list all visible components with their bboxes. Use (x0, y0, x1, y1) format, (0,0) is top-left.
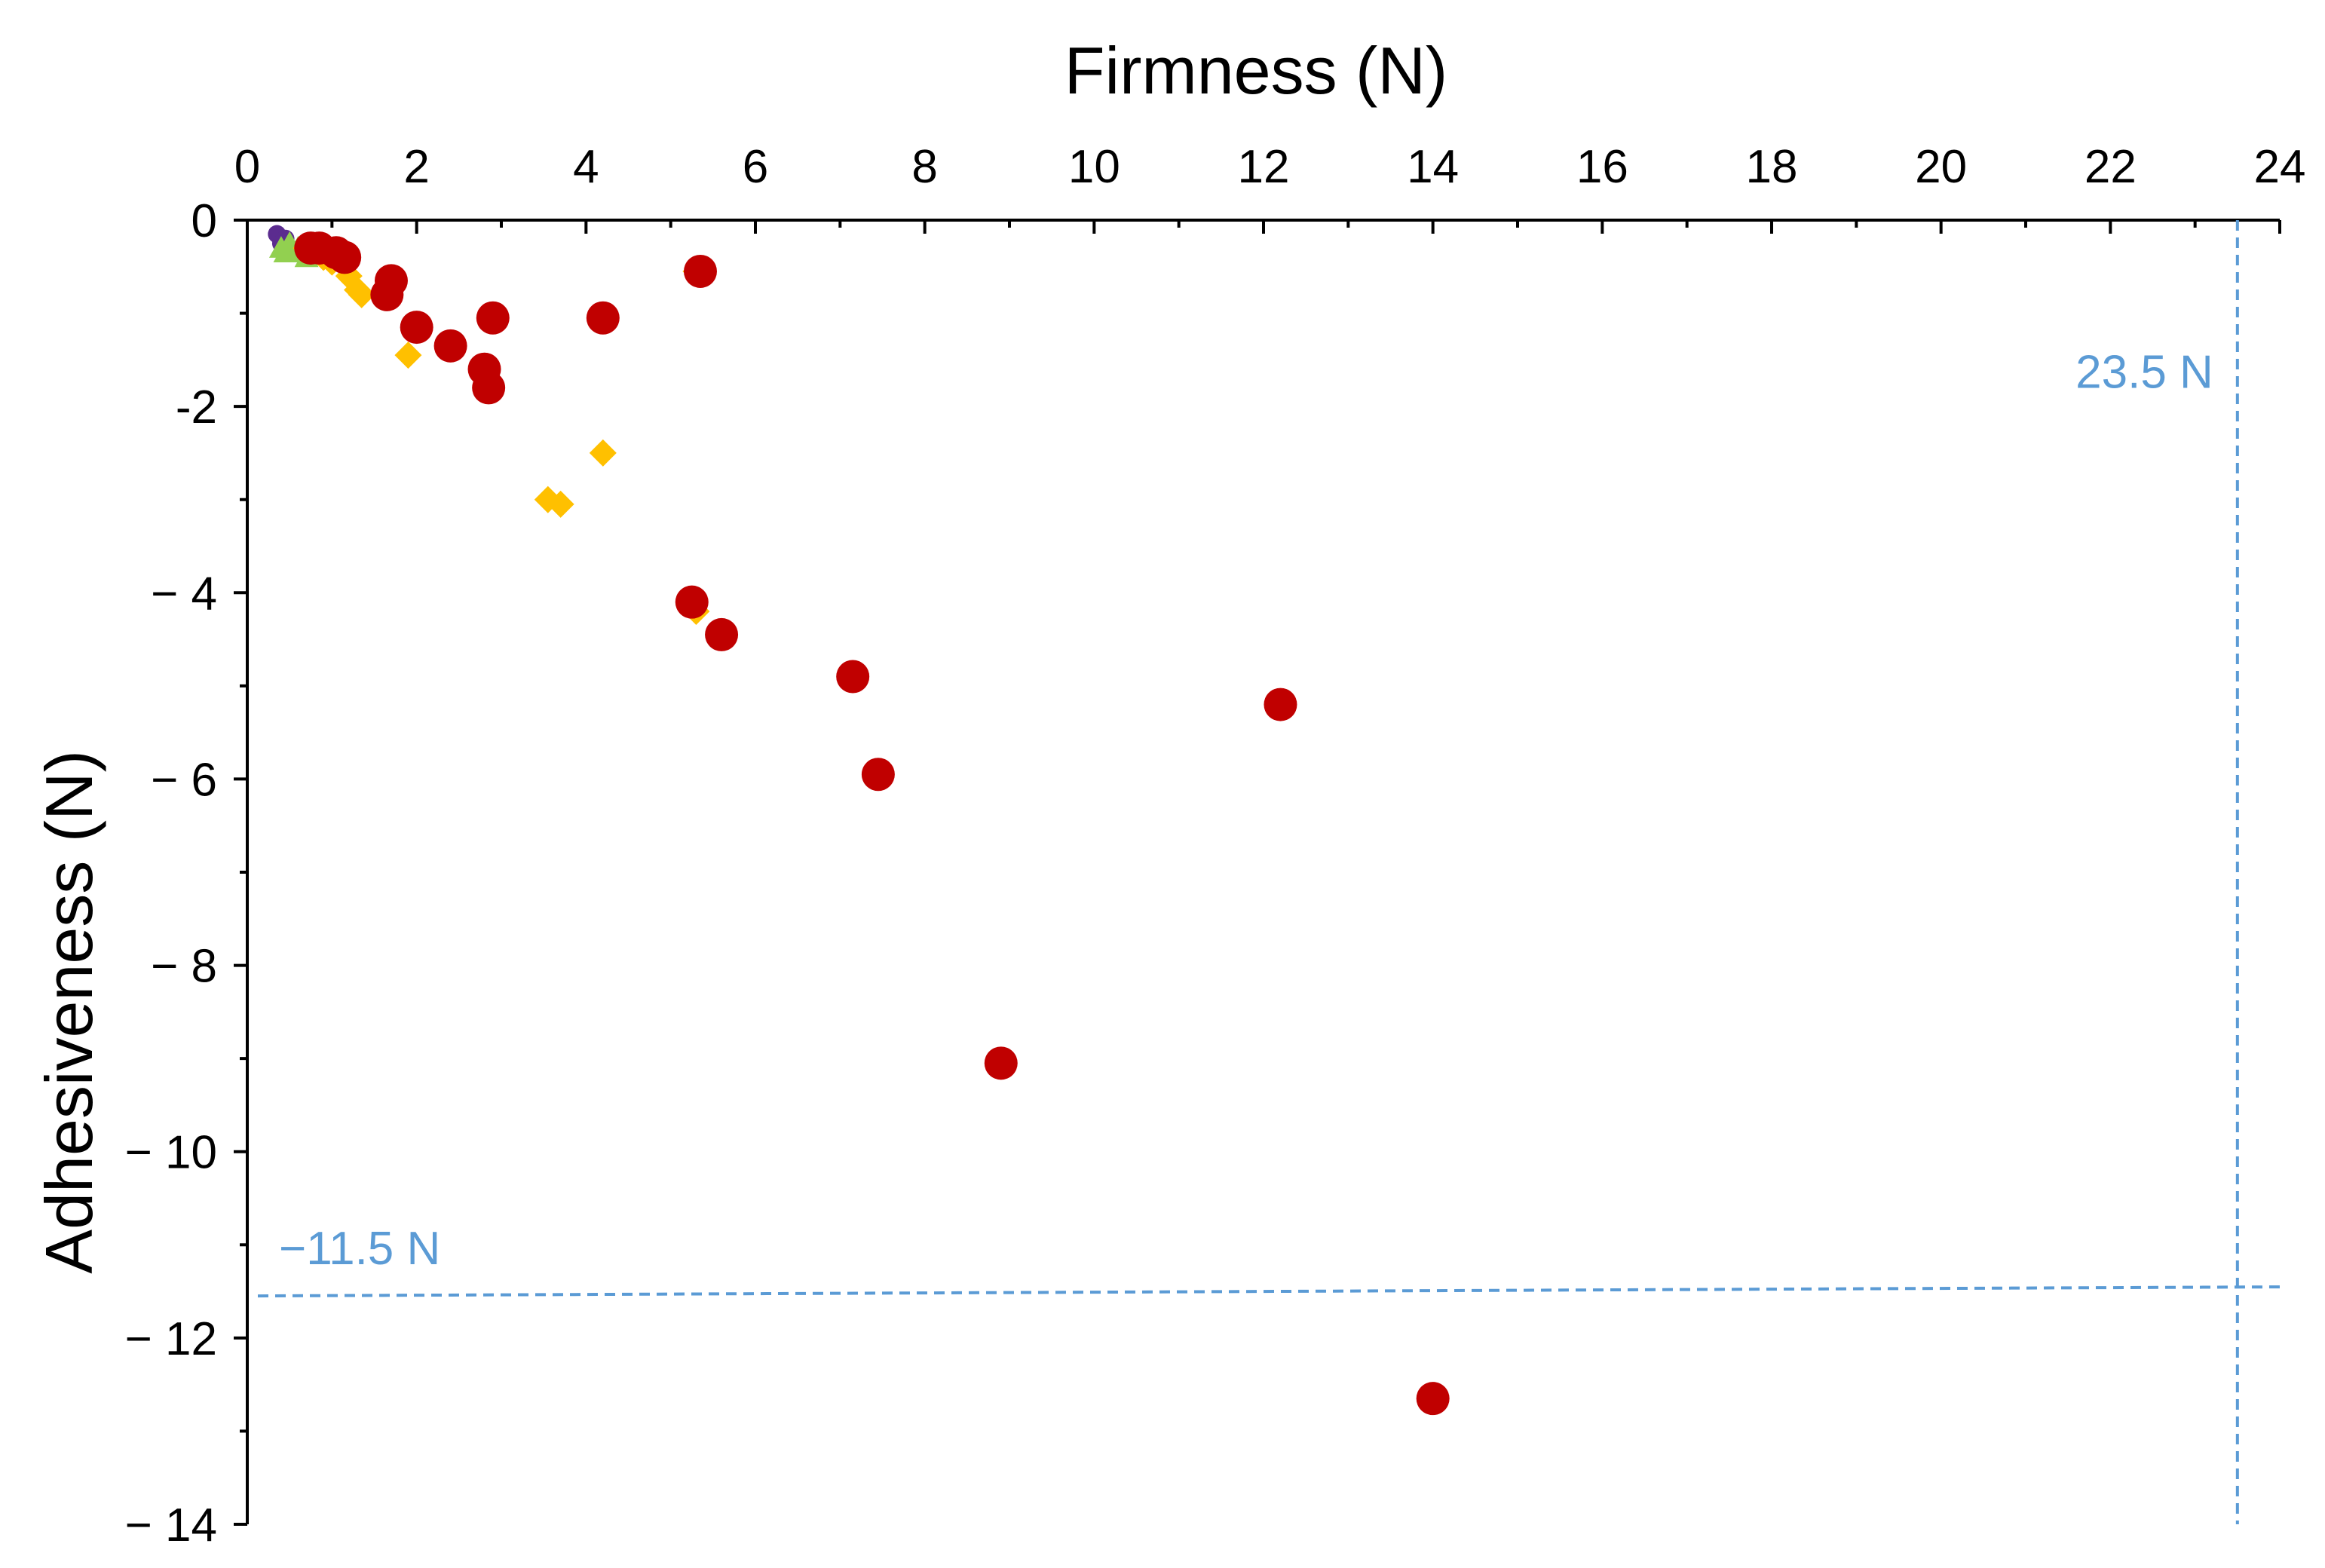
data-point (433, 329, 467, 363)
y-tick-label: − 10 (125, 1127, 217, 1179)
x-tick-label: 2 (403, 141, 429, 193)
x-tick-label: 0 (234, 141, 260, 193)
data-point (984, 1046, 1018, 1080)
data-point (394, 341, 422, 369)
plot-area: 0 2 4 6 8 10 12 14 16 18 20 22 240-2− 4− 6− 8− 10− 1… (125, 141, 2306, 1551)
x-tick-label: 8 (911, 141, 937, 193)
data-point (348, 280, 375, 308)
data-point (472, 371, 506, 405)
data-point (589, 439, 617, 467)
y-tick-label: − 12 (125, 1313, 217, 1365)
data-point (476, 301, 510, 335)
data-point (374, 264, 408, 298)
data-point (586, 301, 620, 335)
reference-label-vertical: 23.5 N (2075, 346, 2213, 398)
x-tick-label: 20 (1915, 141, 1967, 193)
data-point (273, 240, 298, 263)
x-tick-label: 22 (2085, 141, 2137, 193)
data-point (675, 585, 709, 619)
x-tick-label: 24 (2254, 141, 2306, 193)
x-tick-label: 10 (1068, 141, 1120, 193)
y-axis-title: Adhesiveness (N) (32, 750, 106, 1274)
data-point (400, 311, 433, 345)
y-tick-label: − 6 (151, 754, 217, 806)
x-tick-label: 4 (573, 141, 599, 193)
y-tick-label: 0 (191, 195, 217, 247)
reference-line-horizontal (257, 1285, 2284, 1298)
y-tick-label: -2 (176, 381, 217, 433)
data-point (1264, 688, 1297, 721)
data-point (547, 490, 574, 518)
y-tick-label: − 4 (151, 568, 217, 620)
data-point (861, 758, 895, 792)
x-tick-label: 18 (1746, 141, 1798, 193)
x-axis-title: Firmness (N) (1064, 33, 1447, 108)
data-point (328, 240, 362, 274)
data-point (1416, 1382, 1450, 1416)
data-point (683, 254, 717, 288)
x-tick-label: 6 (743, 141, 768, 193)
y-tick-label: − 14 (125, 1499, 217, 1551)
data-point (836, 660, 870, 694)
reference-label-horizontal: −11.5 N (279, 1223, 440, 1275)
x-tick-label: 16 (1576, 141, 1628, 193)
y-tick-label: − 8 (151, 941, 217, 993)
data-point (705, 617, 739, 651)
x-tick-label: 12 (1238, 141, 1290, 193)
x-tick-label: 14 (1407, 141, 1459, 193)
